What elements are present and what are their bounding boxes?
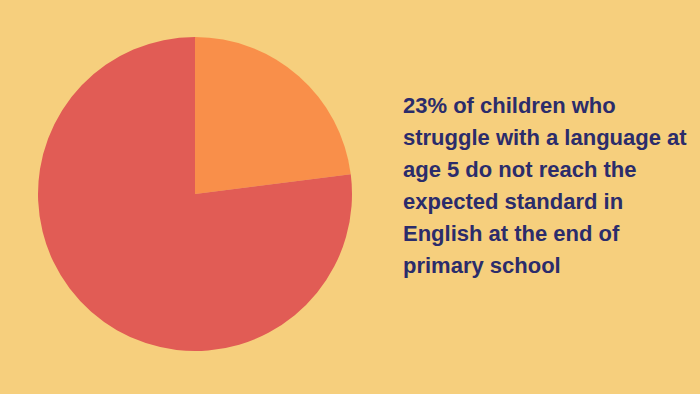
svg-text:struggle with a language at: struggle with a language at	[403, 125, 693, 150]
svg-text:primary school: primary school	[403, 253, 561, 278]
svg-text:23% of children who: 23% of children who	[403, 93, 622, 118]
svg-text:English at the end of: English at the end of	[403, 221, 625, 246]
svg-text:age 5 do not reach the: age 5 do not reach the	[403, 157, 643, 182]
svg-text:expected standard in: expected standard in	[403, 189, 629, 214]
